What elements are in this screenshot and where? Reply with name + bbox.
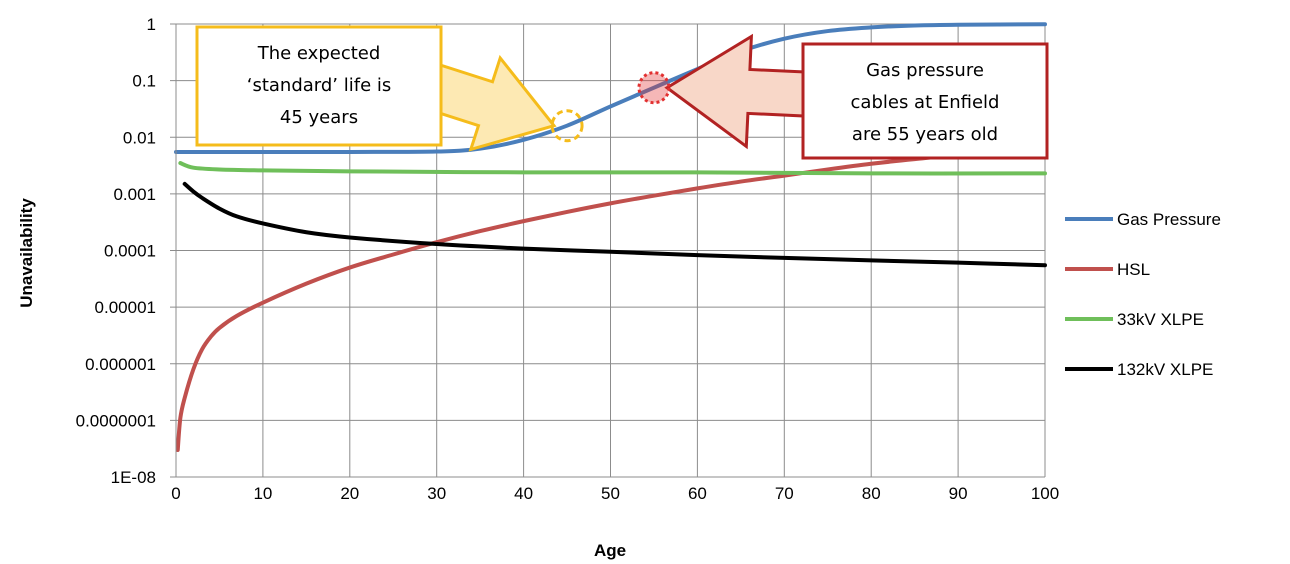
- y-tick-label: 0.1: [132, 72, 156, 91]
- x-tick-label: 80: [862, 484, 881, 503]
- callout-text-line: The expected: [257, 43, 381, 64]
- standard-life-marker: [550, 109, 584, 143]
- y-tick-label: 0.0000001: [76, 411, 156, 430]
- enfield-cables-marker: [637, 71, 671, 105]
- x-tick-label: 70: [775, 484, 794, 503]
- legend-label-hsl: HSL: [1117, 260, 1150, 279]
- annotations: The expected ‘standard’ life is 45 years Ga…: [195, 25, 1049, 160]
- x-tick-label: 0: [171, 484, 180, 503]
- x-tick-label: 90: [949, 484, 968, 503]
- callout-text-line: ‘standard’ life is: [247, 75, 392, 96]
- series-line-gas-pressure: [174, 22, 1047, 154]
- x-tick-label: 100: [1031, 484, 1059, 503]
- y-tick-label: 0.000001: [85, 355, 156, 374]
- callout-text-line: Gas pressure: [866, 60, 984, 81]
- y-tick-label: 0.01: [123, 128, 156, 147]
- axes: 0 10 20 30 40 50 60 70 80 90 100 1E-08 0.0000001 0.00…: [76, 15, 1060, 503]
- series-line-132kv-xlpe: [182, 181, 1047, 268]
- x-tick-label: 50: [601, 484, 620, 503]
- x-axis-title: Age: [594, 541, 626, 560]
- legend-label-132kv-xlpe: 132kV XLPE: [1117, 360, 1213, 379]
- x-tick-label: 60: [688, 484, 707, 503]
- callout-text-line: 45 years: [280, 107, 358, 128]
- legend-label-33kv-xlpe: 33kV XLPE: [1117, 310, 1204, 329]
- x-tick-label: 30: [427, 484, 446, 503]
- y-tick-label: 0.0001: [104, 242, 156, 261]
- callout-box: [195, 25, 443, 147]
- x-tick-label: 40: [514, 484, 533, 503]
- y-axis-title: Unavailability: [17, 198, 36, 308]
- series-line-hsl: [175, 149, 1047, 452]
- x-tick-label: 20: [340, 484, 359, 503]
- y-tick-label: 1E-08: [111, 468, 156, 487]
- y-tick-label: 0.00001: [95, 298, 156, 317]
- x-tick-label: 10: [253, 484, 272, 503]
- callout-box: [801, 42, 1049, 160]
- y-tick-label: 0.001: [113, 185, 156, 204]
- callout-text-line: are 55 years old: [852, 124, 998, 145]
- series-line-33kv-xlpe: [178, 161, 1047, 176]
- legend: Gas Pressure HSL 33kV XLPE 132kV XLPE: [1065, 210, 1221, 379]
- y-tick-label: 1: [147, 15, 156, 34]
- legend-label-gas-pressure: Gas Pressure: [1117, 210, 1221, 229]
- series-layer: [174, 22, 1047, 452]
- callout-text-line: cables at Enfield: [851, 92, 1000, 113]
